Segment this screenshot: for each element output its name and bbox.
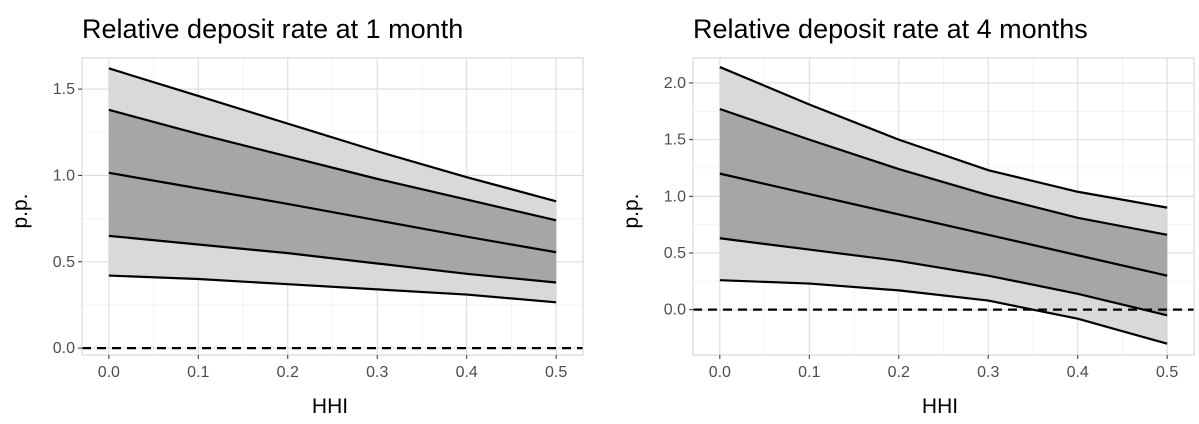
x-tick-label: 0.5 xyxy=(545,364,567,381)
x-tick-label: 0.3 xyxy=(366,364,388,381)
y-tick-label: 2.0 xyxy=(664,75,686,92)
series-line-1 xyxy=(719,237,1168,317)
x-tick-label: 0.5 xyxy=(1156,364,1178,381)
x-tick-label: 0.2 xyxy=(277,364,299,381)
inner-band xyxy=(719,109,1168,316)
y-tick-label: 0.0 xyxy=(664,302,686,319)
series-line-4 xyxy=(108,67,557,203)
y-tick-label: 1.0 xyxy=(664,188,686,205)
x-tick-label: 0.4 xyxy=(1067,364,1089,381)
x-tick-label: 0.1 xyxy=(187,364,209,381)
y-tick-label: 0.5 xyxy=(664,245,686,262)
x-tick-label: 0.0 xyxy=(98,364,120,381)
y-tick-label: 1.0 xyxy=(53,167,75,184)
series-line-3 xyxy=(108,108,557,222)
x-tick-label: 0.2 xyxy=(888,364,910,381)
chart-title: Relative deposit rate at 4 months xyxy=(693,14,1088,44)
y-axis-title: p.p. xyxy=(620,193,643,228)
x-axis-title: HHI xyxy=(922,395,958,418)
panel-4-months: Relative deposit rate at 4 months HHI p.… xyxy=(620,14,1195,418)
y-axis-title: p.p. xyxy=(9,193,32,228)
series-line-2 xyxy=(719,172,1168,277)
y-tick-label: 1.5 xyxy=(53,81,75,98)
panel-border xyxy=(692,57,1195,356)
y-tick-label: 0.5 xyxy=(53,254,75,271)
chart-title: Relative deposit rate at 1 month xyxy=(82,14,463,44)
panel-border xyxy=(81,57,584,356)
series-line-2 xyxy=(108,171,557,254)
series-line-0 xyxy=(108,274,557,304)
x-tick-label: 0.4 xyxy=(456,364,478,381)
x-tick-label: 0.3 xyxy=(977,364,999,381)
x-tick-label: 0.0 xyxy=(709,364,731,381)
x-axis-title: HHI xyxy=(312,395,348,418)
series-line-3 xyxy=(719,107,1168,236)
series-line-4 xyxy=(719,66,1168,209)
x-tick-label: 0.1 xyxy=(798,364,820,381)
y-tick-label: 0.0 xyxy=(53,340,75,357)
inner-band xyxy=(108,109,557,283)
series-line-1 xyxy=(108,234,557,284)
y-tick-label: 1.5 xyxy=(664,132,686,149)
series-line-0 xyxy=(719,279,1168,345)
panel-1-month: Relative deposit rate at 1 month HHI p.p… xyxy=(9,14,584,418)
